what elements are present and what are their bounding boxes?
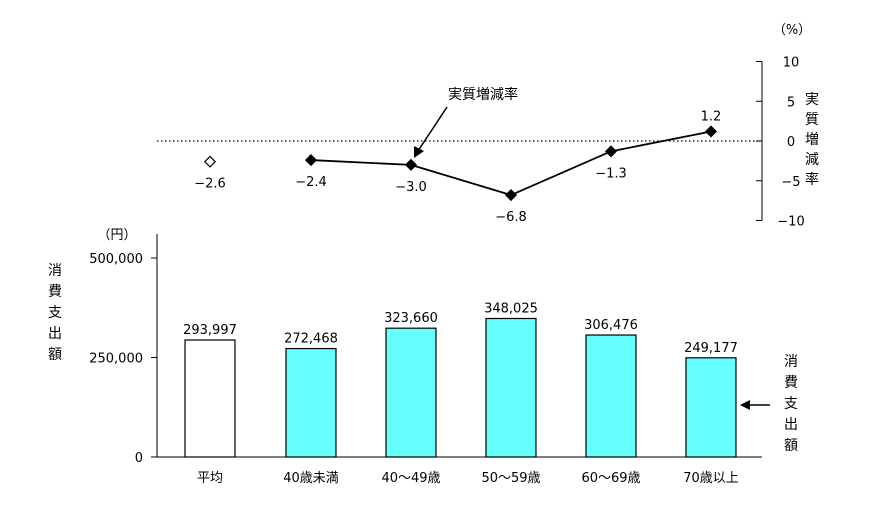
series-line <box>310 130 712 197</box>
bar-y-tick-label: 250,000 <box>89 352 143 367</box>
bar-value-label: 293,997 <box>183 323 237 338</box>
line-series-annotation: 実質増減率 <box>448 86 518 103</box>
line-point <box>404 158 418 171</box>
bar-series-annotation-char: 費 <box>784 375 798 391</box>
line-value-label: −2.6 <box>194 177 226 192</box>
bar-value-label: 306,476 <box>584 318 638 333</box>
bar-value-label: 323,660 <box>384 311 438 326</box>
line-chart-panel: 10 5 0 −5 −10 （%） 実質増減率 −2.6 −2.4 −3.0 −6.8 −1.3 1.2… <box>157 23 819 230</box>
line-value-label: 1.2 <box>701 109 722 124</box>
line-y-tick-label: 5 <box>787 95 795 110</box>
bar-value-label: 249,177 <box>684 341 738 356</box>
line-point-hollow <box>203 155 217 168</box>
x-category-label: 平均 <box>197 471 223 486</box>
bar-annotation-arrow-head <box>740 400 750 410</box>
line-y-axis-title-char: 実 <box>805 92 819 108</box>
bar <box>485 317 537 458</box>
bar-unit-label: （円） <box>97 228 136 243</box>
x-category-label: 50～59歳 <box>481 471 540 486</box>
bar-y-tick-label: 500,000 <box>89 252 143 267</box>
bar-series-annotation-char: 出 <box>784 417 798 433</box>
bar <box>285 347 337 458</box>
line-value-label: −3.0 <box>395 180 427 195</box>
line-point <box>304 154 318 167</box>
bar <box>385 327 437 458</box>
x-category-label: 40～49歳 <box>381 471 440 486</box>
bar-y-axis-title-char: 支 <box>48 305 62 321</box>
line-value-label: −2.4 <box>295 175 327 190</box>
bar-y-axis-title-char: 額 <box>48 347 62 363</box>
line-unit-label: （%） <box>773 23 811 38</box>
annotation-arrow-line <box>417 106 448 152</box>
annotation-arrow-head <box>414 146 424 158</box>
bar-value-label: 348,025 <box>484 301 538 316</box>
bar-series-annotation-char: 消 <box>784 354 798 370</box>
line-value-label: −6.8 <box>495 210 527 225</box>
line-y-axis-title-char: 減 <box>805 151 819 168</box>
bar-y-axis-title-char: 出 <box>48 326 62 342</box>
bar <box>685 357 737 458</box>
line-y-tick-label: −5 <box>781 175 800 190</box>
x-category-label: 40歳未満 <box>283 471 339 486</box>
line-y-axis-title-char: 率 <box>805 171 819 188</box>
line-y-tick-label: 0 <box>787 135 795 150</box>
bar-value-label: 272,468 <box>284 332 338 347</box>
bar-series-annotation-char: 額 <box>784 438 798 454</box>
bar <box>585 334 637 458</box>
x-category-label: 60～69歳 <box>581 471 640 486</box>
line-y-tick-label: −10 <box>777 215 804 230</box>
line-point <box>504 189 518 202</box>
bar-series-annotation-char: 支 <box>784 396 798 412</box>
bar <box>184 339 236 458</box>
bar-y-axis-title-char: 費 <box>48 284 62 300</box>
line-y-tick-label: 10 <box>783 56 800 71</box>
line-point <box>604 145 618 158</box>
bar-y-axis-title-char: 消 <box>48 263 62 279</box>
line-y-axis-title: 実質増減率 <box>805 92 819 188</box>
line-point <box>704 125 718 138</box>
line-y-axis-title-char: 増 <box>805 132 819 148</box>
bar-chart-panel: 0250,000500,000（円）消費支出額293,997平均272,4684… <box>48 228 798 486</box>
line-value-label: −1.3 <box>595 166 627 181</box>
line-y-axis-title-char: 質 <box>805 112 819 128</box>
bar-y-tick-label: 0 <box>135 451 143 466</box>
x-category-label: 70歳以上 <box>683 471 739 486</box>
